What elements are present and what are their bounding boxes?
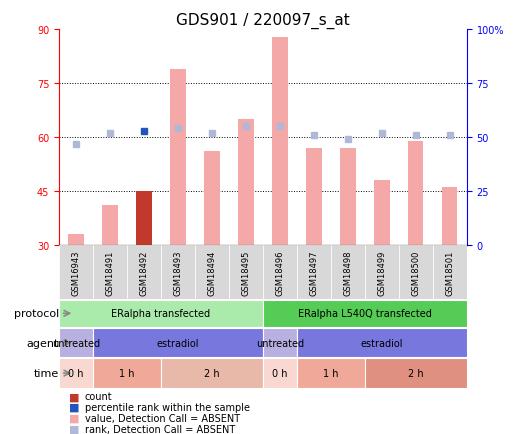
Bar (399, 245, 433, 299)
Bar (263, 300, 467, 327)
Bar (297, 358, 365, 388)
Text: rank, Detection Call = ABSENT: rank, Detection Call = ABSENT (85, 424, 235, 434)
Text: GSM18493: GSM18493 (173, 250, 183, 295)
Text: time: time (34, 368, 59, 378)
Text: 0 h: 0 h (272, 368, 288, 378)
Bar (170, 70, 186, 245)
Bar (93, 245, 127, 299)
Text: GSM16943: GSM16943 (71, 250, 81, 295)
Bar (59, 328, 93, 358)
Text: GSM18501: GSM18501 (445, 250, 455, 295)
Bar (136, 191, 152, 245)
Text: 2 h: 2 h (204, 368, 220, 378)
Text: GSM18498: GSM18498 (343, 250, 352, 295)
Text: ■: ■ (69, 391, 80, 401)
Text: value, Detection Call = ABSENT: value, Detection Call = ABSENT (85, 413, 240, 423)
Bar (59, 300, 263, 327)
Text: GSM18494: GSM18494 (207, 250, 216, 295)
Title: GDS901 / 220097_s_at: GDS901 / 220097_s_at (176, 13, 350, 29)
Text: GSM18497: GSM18497 (309, 250, 319, 295)
Bar (59, 358, 93, 388)
Bar (442, 188, 458, 245)
Bar (161, 358, 263, 388)
Text: ■: ■ (69, 402, 80, 412)
Text: GSM18500: GSM18500 (411, 250, 420, 295)
Bar (195, 245, 229, 299)
Bar (93, 358, 161, 388)
Text: estradiol: estradiol (156, 338, 199, 348)
Bar (306, 148, 322, 245)
Bar (68, 234, 84, 245)
Text: GSM18499: GSM18499 (378, 250, 386, 295)
Bar (365, 358, 467, 388)
Bar (297, 245, 331, 299)
Text: GSM18495: GSM18495 (242, 250, 250, 295)
Text: ■: ■ (69, 413, 80, 423)
Bar (59, 245, 93, 299)
Text: agent: agent (27, 338, 59, 348)
Bar (238, 120, 253, 245)
Bar (340, 148, 356, 245)
Bar (433, 245, 467, 299)
Text: count: count (85, 391, 112, 401)
Text: percentile rank within the sample: percentile rank within the sample (85, 402, 250, 412)
Text: ■: ■ (69, 424, 80, 434)
Bar (161, 245, 195, 299)
Bar (408, 141, 424, 245)
Bar (93, 328, 263, 358)
Bar (263, 358, 297, 388)
Bar (127, 245, 161, 299)
Text: GSM18491: GSM18491 (106, 250, 114, 295)
Bar (229, 245, 263, 299)
Text: 0 h: 0 h (68, 368, 84, 378)
Bar (331, 245, 365, 299)
Bar (297, 328, 467, 358)
Text: ERalpha transfected: ERalpha transfected (111, 309, 210, 319)
Text: ERalpha L540Q transfected: ERalpha L540Q transfected (298, 309, 432, 319)
Text: 2 h: 2 h (408, 368, 424, 378)
Text: 1 h: 1 h (119, 368, 135, 378)
Text: GSM18492: GSM18492 (140, 250, 148, 295)
Bar (374, 181, 389, 245)
Bar (263, 328, 297, 358)
Text: untreated: untreated (52, 338, 100, 348)
Bar (204, 152, 220, 245)
Text: protocol: protocol (14, 309, 59, 319)
Text: untreated: untreated (256, 338, 304, 348)
Bar (365, 245, 399, 299)
Bar (102, 206, 117, 245)
Text: estradiol: estradiol (361, 338, 403, 348)
Text: 1 h: 1 h (323, 368, 339, 378)
Bar (263, 245, 297, 299)
Text: GSM18496: GSM18496 (275, 250, 284, 295)
Bar (272, 37, 288, 245)
